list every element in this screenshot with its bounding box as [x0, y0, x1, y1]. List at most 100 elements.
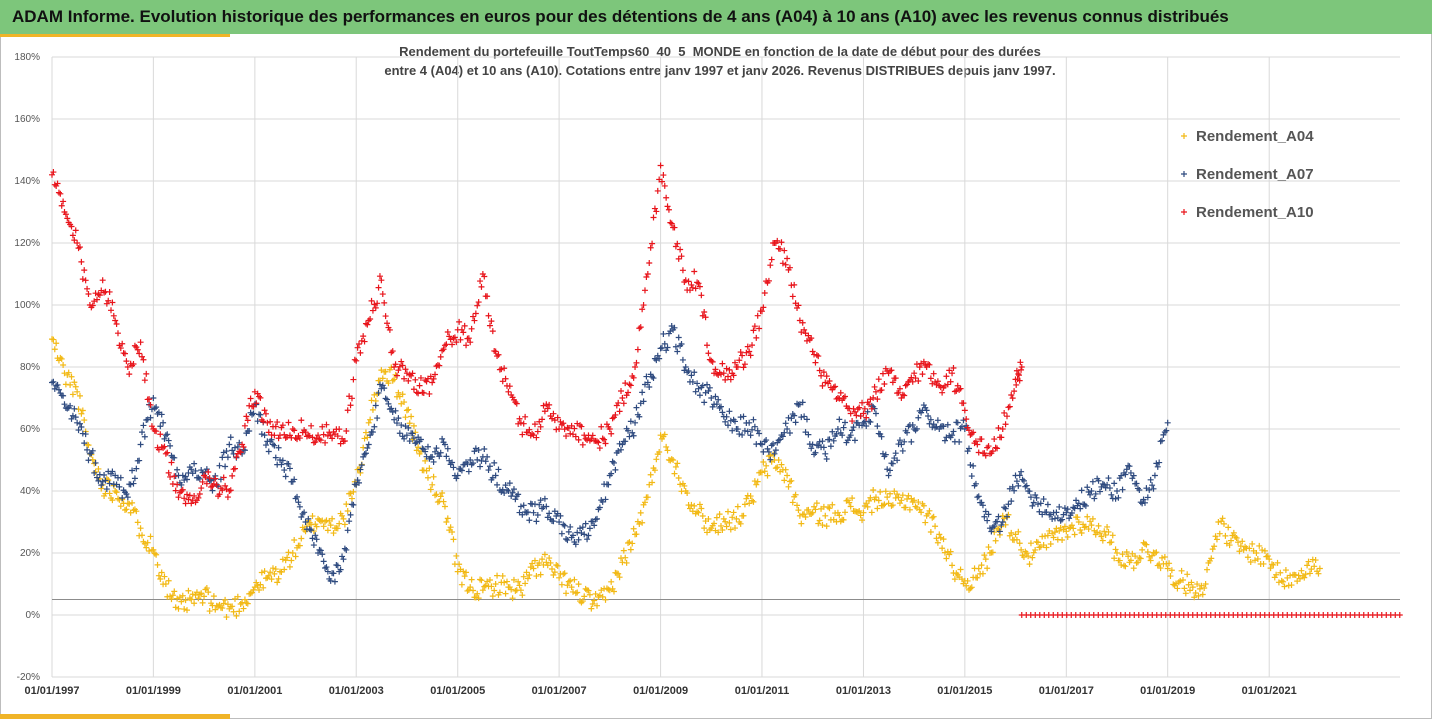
data-point [85, 442, 92, 449]
x-tick-label: 01/01/2003 [329, 685, 384, 697]
data-point [1192, 590, 1199, 597]
data-point [685, 367, 692, 374]
data-point [1015, 528, 1022, 535]
data-point [781, 477, 788, 484]
data-point [537, 571, 544, 578]
data-point [1311, 563, 1318, 570]
data-point [705, 388, 712, 395]
data-point [498, 366, 505, 373]
data-point [412, 429, 419, 436]
data-point [1101, 528, 1108, 535]
data-point [334, 433, 341, 440]
data-point [131, 475, 138, 482]
data-point [915, 499, 922, 506]
data-point [658, 344, 665, 351]
data-point [353, 357, 360, 364]
data-point [520, 502, 527, 509]
data-point [960, 417, 967, 424]
data-point [913, 425, 920, 432]
data-point [1209, 546, 1216, 553]
data-point [1154, 463, 1161, 470]
data-point [887, 467, 894, 474]
data-point [430, 375, 437, 382]
data-point [329, 435, 336, 442]
data-point [409, 370, 416, 377]
data-point [530, 565, 537, 572]
data-point [1015, 482, 1022, 489]
data-point [1074, 502, 1081, 509]
data-point [1023, 482, 1030, 489]
data-point [746, 500, 753, 507]
data-point [672, 343, 679, 350]
data-point [106, 490, 113, 497]
data-point [150, 395, 157, 401]
data-point [1122, 471, 1129, 478]
data-point [278, 461, 285, 468]
data-point [201, 593, 208, 600]
data-point [991, 436, 998, 443]
data-point [261, 432, 268, 439]
data-point [395, 415, 402, 422]
data-point [779, 260, 786, 267]
data-point [1020, 554, 1027, 561]
data-point [267, 418, 274, 425]
data-point [737, 349, 744, 356]
data-point [184, 476, 191, 483]
data-point [863, 414, 870, 421]
data-point [878, 387, 885, 394]
data-point [982, 452, 989, 459]
data-point [834, 426, 841, 432]
y-tick-label: 180% [14, 52, 40, 63]
data-point [1170, 581, 1177, 588]
data-point [340, 556, 347, 563]
data-point [563, 536, 570, 543]
data-point [836, 416, 843, 423]
data-point [114, 330, 121, 337]
data-point [603, 421, 610, 428]
data-point [984, 517, 991, 524]
data-point [722, 518, 729, 525]
data-point [887, 490, 894, 497]
data-point [517, 419, 524, 426]
data-point [357, 466, 364, 473]
data-point [989, 448, 996, 455]
data-point [1146, 486, 1153, 493]
data-point [267, 569, 274, 576]
data-point [949, 370, 956, 377]
data-point [1004, 413, 1010, 420]
data-point [775, 457, 782, 464]
data-point [1215, 519, 1222, 525]
data-point [561, 426, 568, 433]
data-point [978, 436, 985, 443]
data-point [751, 323, 758, 330]
data-point [803, 416, 810, 423]
data-point [586, 591, 593, 598]
data-point [837, 389, 844, 396]
data-point [958, 576, 965, 583]
data-point [76, 420, 83, 427]
data-point [874, 505, 881, 512]
data-point [301, 509, 308, 516]
data-point [901, 392, 908, 399]
data-point [784, 472, 791, 479]
data-point [677, 246, 684, 253]
data-point [577, 525, 584, 532]
data-point [310, 528, 317, 535]
data-point [1085, 526, 1092, 533]
data-point [449, 529, 456, 536]
data-point [361, 338, 368, 345]
data-point [878, 433, 885, 440]
data-point [374, 300, 381, 307]
data-point [916, 364, 923, 371]
data-point [819, 382, 826, 389]
data-point [612, 466, 619, 473]
data-point [393, 420, 400, 427]
data-point [350, 488, 357, 495]
data-point [1044, 532, 1051, 539]
x-tick-label: 01/01/2007 [532, 685, 587, 697]
data-point [96, 292, 103, 299]
data-point [627, 418, 634, 425]
data-point [274, 419, 281, 426]
data-point [249, 589, 256, 596]
data-point [444, 328, 451, 335]
